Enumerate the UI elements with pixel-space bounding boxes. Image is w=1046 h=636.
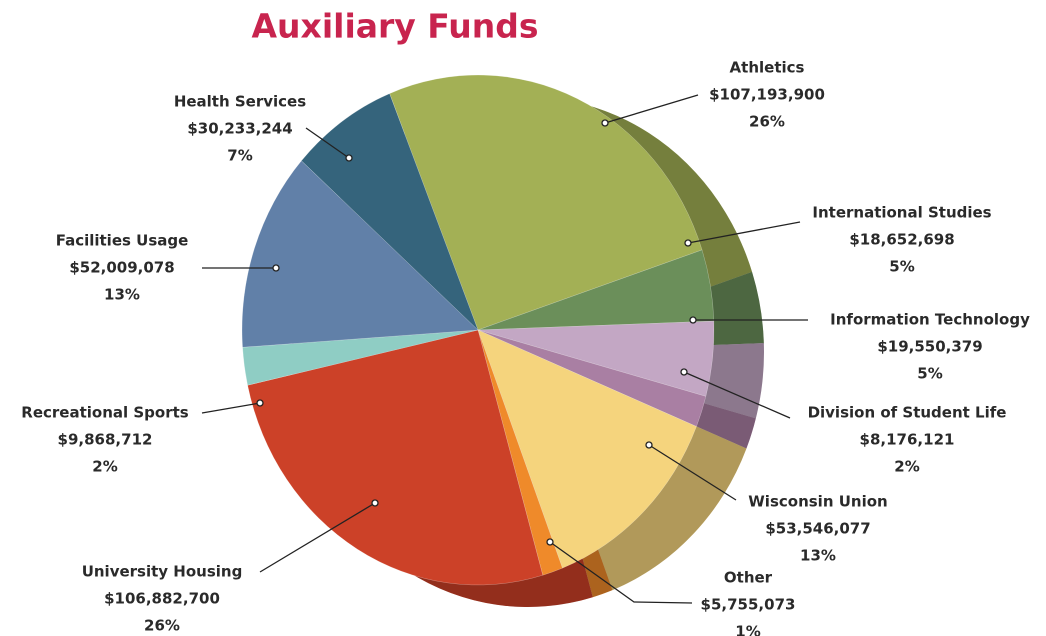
leader-line (201, 402, 261, 414)
leader-line (604, 94, 699, 124)
value-label: $8,176,121 (860, 431, 955, 449)
percent-label: 1% (735, 623, 760, 636)
slice (477, 329, 563, 576)
leader-dot (371, 499, 379, 507)
value-label: $5,755,073 (701, 596, 796, 614)
slice-label: Information Technology (830, 311, 1030, 329)
slice-label: Health Services (174, 93, 306, 111)
percent-label: 26% (144, 617, 180, 635)
leader-dot (680, 368, 688, 376)
slice-label: Other (724, 569, 773, 587)
leader-line (648, 444, 737, 501)
percent-label: 5% (889, 258, 914, 276)
leader-dot (684, 239, 692, 247)
slice-label: Recreational Sports (21, 404, 189, 422)
slice (241, 160, 479, 348)
value-label: $52,009,078 (69, 259, 174, 277)
slice-label: University Housing (82, 563, 243, 581)
leader-dot (546, 538, 554, 546)
leader-dot (689, 316, 697, 324)
leader-dot (645, 441, 653, 449)
slice (477, 320, 715, 397)
percent-label: 13% (104, 286, 140, 304)
slice (301, 93, 479, 331)
slice-label: Wisconsin Union (748, 493, 887, 511)
percent-label: 2% (92, 458, 117, 476)
slice-label: Facilities Usage (56, 232, 189, 250)
leader-dot (256, 399, 264, 407)
leader-line (549, 541, 693, 604)
slice (477, 249, 715, 331)
percent-label: 13% (800, 547, 836, 565)
percent-label: 7% (227, 147, 252, 165)
slice (242, 329, 479, 386)
leader-dot (272, 264, 280, 272)
leader-line (305, 127, 350, 159)
slice (477, 329, 707, 427)
percent-label: 2% (894, 458, 919, 476)
leader-dot (345, 154, 353, 162)
leader-line (683, 371, 791, 419)
percent-label: 26% (749, 113, 785, 131)
chart-title: Auxiliary Funds (252, 7, 539, 46)
slice-label: Athletics (730, 59, 805, 77)
slice-label: Division of Student Life (808, 404, 1007, 422)
percent-label: 5% (917, 365, 942, 383)
value-label: $107,193,900 (709, 86, 825, 104)
value-label: $19,550,379 (877, 338, 982, 356)
value-label: $18,652,698 (849, 231, 954, 249)
slice (389, 74, 703, 331)
value-label: $30,233,244 (187, 120, 292, 138)
value-label: $9,868,712 (58, 431, 153, 449)
slice (247, 329, 544, 586)
slice-label: International Studies (812, 204, 991, 222)
value-label: $106,882,700 (104, 590, 220, 608)
leader-dot (601, 119, 609, 127)
leader-line (687, 221, 801, 244)
leader-line (259, 502, 376, 573)
value-label: $53,546,077 (765, 520, 870, 538)
